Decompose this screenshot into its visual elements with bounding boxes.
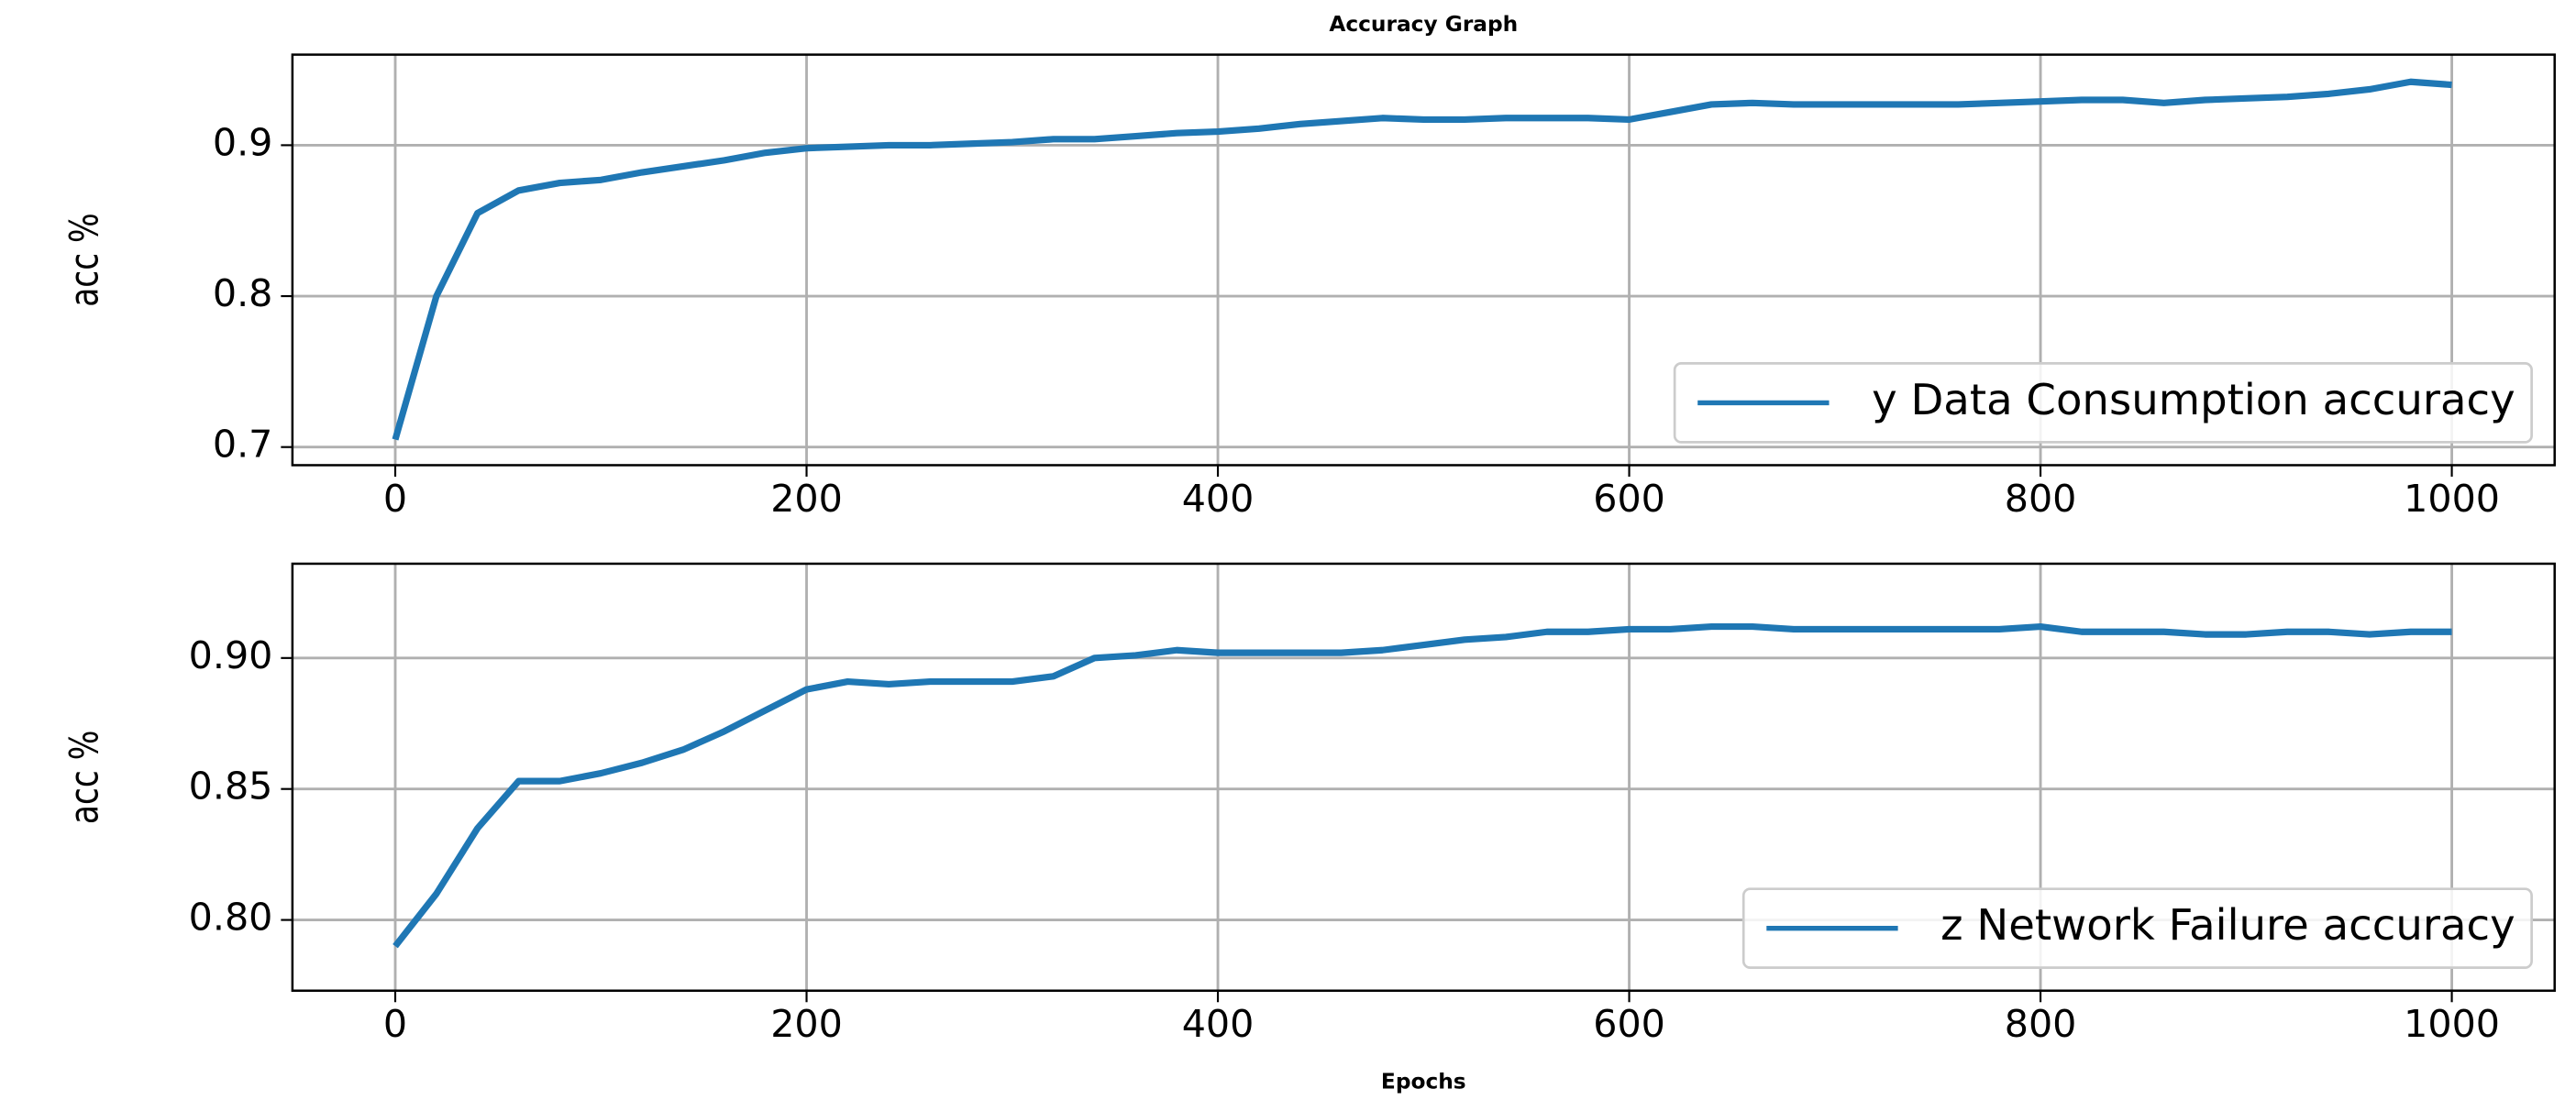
x-tick-label: 1000 — [2404, 1002, 2500, 1046]
y-axis-label: acc % — [62, 731, 108, 824]
y-tick-label: 0.7 — [213, 423, 273, 467]
legend-label: z Network Failure accuracy — [1940, 900, 2515, 950]
data-line — [392, 78, 2452, 441]
legend-box — [1673, 362, 2533, 444]
x-tick-label: 800 — [2005, 477, 2077, 521]
x-axis-label: Epochs — [1381, 1070, 1466, 1094]
y-tick-label: 0.8 — [213, 271, 273, 315]
x-tick-label: 600 — [1593, 477, 1665, 521]
x-tick-label: 1000 — [2404, 477, 2500, 521]
x-tick-label: 0 — [383, 1002, 407, 1046]
x-tick-label: 200 — [770, 1002, 843, 1046]
y-tick-label: 0.90 — [189, 633, 273, 677]
y-axis-label: acc % — [62, 213, 108, 306]
x-tick-label: 0 — [383, 477, 407, 521]
x-tick-label: 400 — [1182, 1002, 1255, 1046]
x-tick-label: 200 — [770, 477, 843, 521]
legend: y Data Consumption accuracy — [1673, 362, 2533, 444]
legend-label: y Data Consumption accuracy — [1872, 375, 2515, 424]
chart-title: Accuracy Graph — [1329, 12, 1518, 37]
x-tick-label: 800 — [2005, 1002, 2077, 1046]
data-line — [392, 622, 2452, 949]
y-tick-label: 0.9 — [213, 120, 273, 164]
y-tick-label: 0.80 — [189, 896, 273, 940]
plot-frame — [291, 562, 2556, 992]
legend-box — [1741, 887, 2533, 969]
y-tick-label: 0.85 — [189, 764, 273, 808]
x-tick-label: 400 — [1182, 477, 1255, 521]
legend: z Network Failure accuracy — [1741, 887, 2533, 969]
x-tick-label: 600 — [1593, 1002, 1665, 1046]
plot-frame — [291, 53, 2556, 467]
